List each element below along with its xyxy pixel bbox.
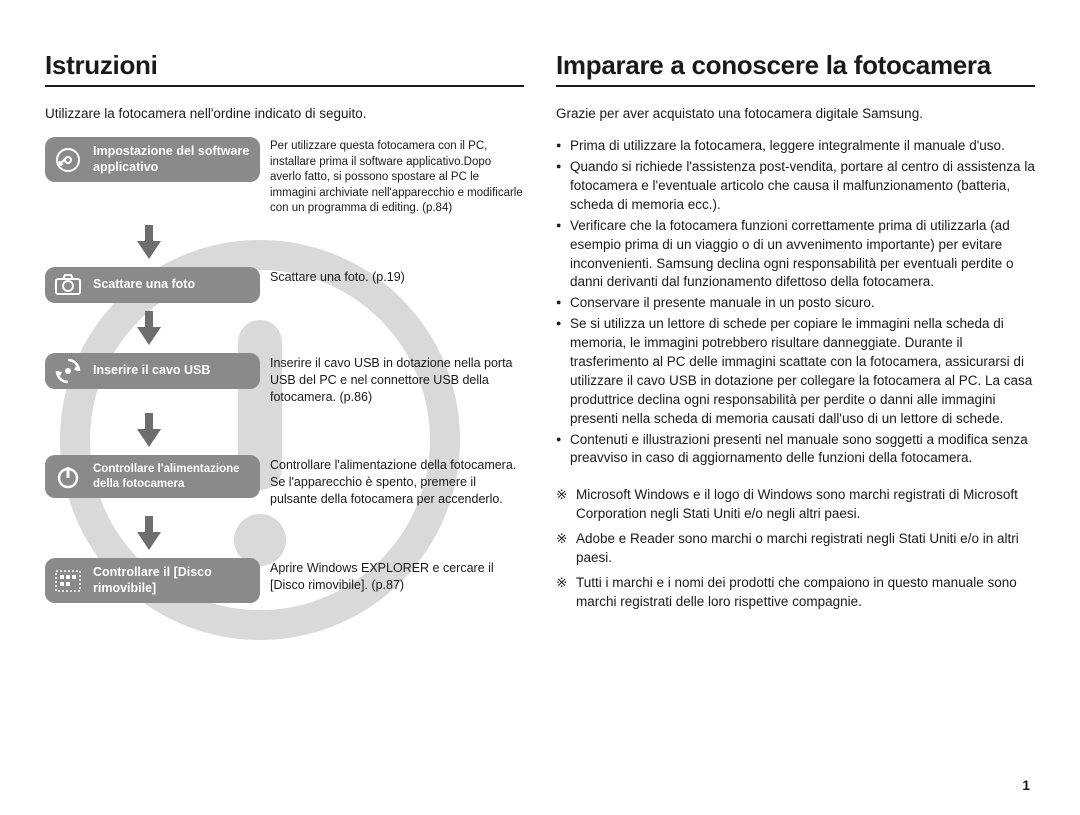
step-pill: Scattare una foto [45, 267, 260, 303]
list-item: Contenuti e illustrazioni presenti nel m… [556, 431, 1035, 469]
step-desc: Inserire il cavo USB in dotazione nella … [270, 353, 524, 406]
step-row: Controllare l'alimentazione della fotoca… [45, 455, 524, 508]
step-desc: Scattare una foto. (p.19) [270, 267, 524, 286]
arrow-icon [45, 508, 524, 558]
step-pill: Controllare il [Disco rimovibile] [45, 558, 260, 603]
list-item: Verificare che la fotocamera funzioni co… [556, 217, 1035, 293]
power-icon [53, 462, 83, 492]
note-item: Microsoft Windows e il logo di Windows s… [556, 486, 1035, 524]
arrow-icon [45, 405, 524, 455]
step-label: Controllare l'alimentazione della fotoca… [93, 462, 250, 491]
left-heading: Istruzioni [45, 50, 524, 87]
step-row: Impostazione del software applicativo Pe… [45, 137, 524, 217]
page-number: 1 [1022, 777, 1030, 793]
step-pill: Controllare l'alimentazione della fotoca… [45, 455, 260, 498]
list-item: Quando si richiede l'assistenza post-ven… [556, 158, 1035, 215]
step-label: Controllare il [Disco rimovibile] [93, 565, 250, 596]
step-pill: Inserire il cavo USB [45, 353, 260, 389]
left-intro: Utilizzare la fotocamera nell'ordine ind… [45, 105, 524, 123]
step-row: Scattare una foto Scattare una foto. (p.… [45, 267, 524, 303]
right-heading: Imparare a conoscere la fotocamera [556, 50, 1035, 87]
step-desc: Per utilizzare questa fotocamera con il … [270, 137, 524, 217]
step-desc: Aprire Windows EXPLORER e cercare il [Di… [270, 558, 524, 594]
camera-icon [53, 270, 83, 300]
note-item: Tutti i marchi e i nomi dei prodotti che… [556, 574, 1035, 612]
disk-grid-icon [53, 566, 83, 596]
step-label: Scattare una foto [93, 277, 195, 293]
left-column: Istruzioni Utilizzare la fotocamera nell… [45, 50, 524, 618]
step-label: Impostazione del software applicativo [93, 144, 250, 175]
notes-list: Microsoft Windows e il logo di Windows s… [556, 486, 1035, 611]
step-desc: Controllare l'alimentazione della fotoca… [270, 455, 524, 508]
step-pill: Impostazione del software applicativo [45, 137, 260, 182]
arrow-icon [45, 303, 524, 353]
step-row: Controllare il [Disco rimovibile] Aprire… [45, 558, 524, 603]
list-item: Prima di utilizzare la fotocamera, legge… [556, 137, 1035, 156]
step-row: Inserire il cavo USB Inserire il cavo US… [45, 353, 524, 406]
note-item: Adobe e Reader sono marchi o marchi regi… [556, 530, 1035, 568]
bullet-list: Prima di utilizzare la fotocamera, legge… [556, 137, 1035, 468]
steps-list: Impostazione del software applicativo Pe… [45, 137, 524, 603]
list-item: Conservare il presente manuale in un pos… [556, 294, 1035, 313]
list-item: Se si utilizza un lettore di schede per … [556, 315, 1035, 428]
right-column: Imparare a conoscere la fotocamera Grazi… [556, 50, 1035, 618]
right-intro: Grazie per aver acquistato una fotocamer… [556, 105, 1035, 123]
usb-sync-icon [53, 356, 83, 386]
arrow-icon [45, 217, 524, 267]
step-label: Inserire il cavo USB [93, 363, 210, 379]
cd-icon [53, 145, 83, 175]
